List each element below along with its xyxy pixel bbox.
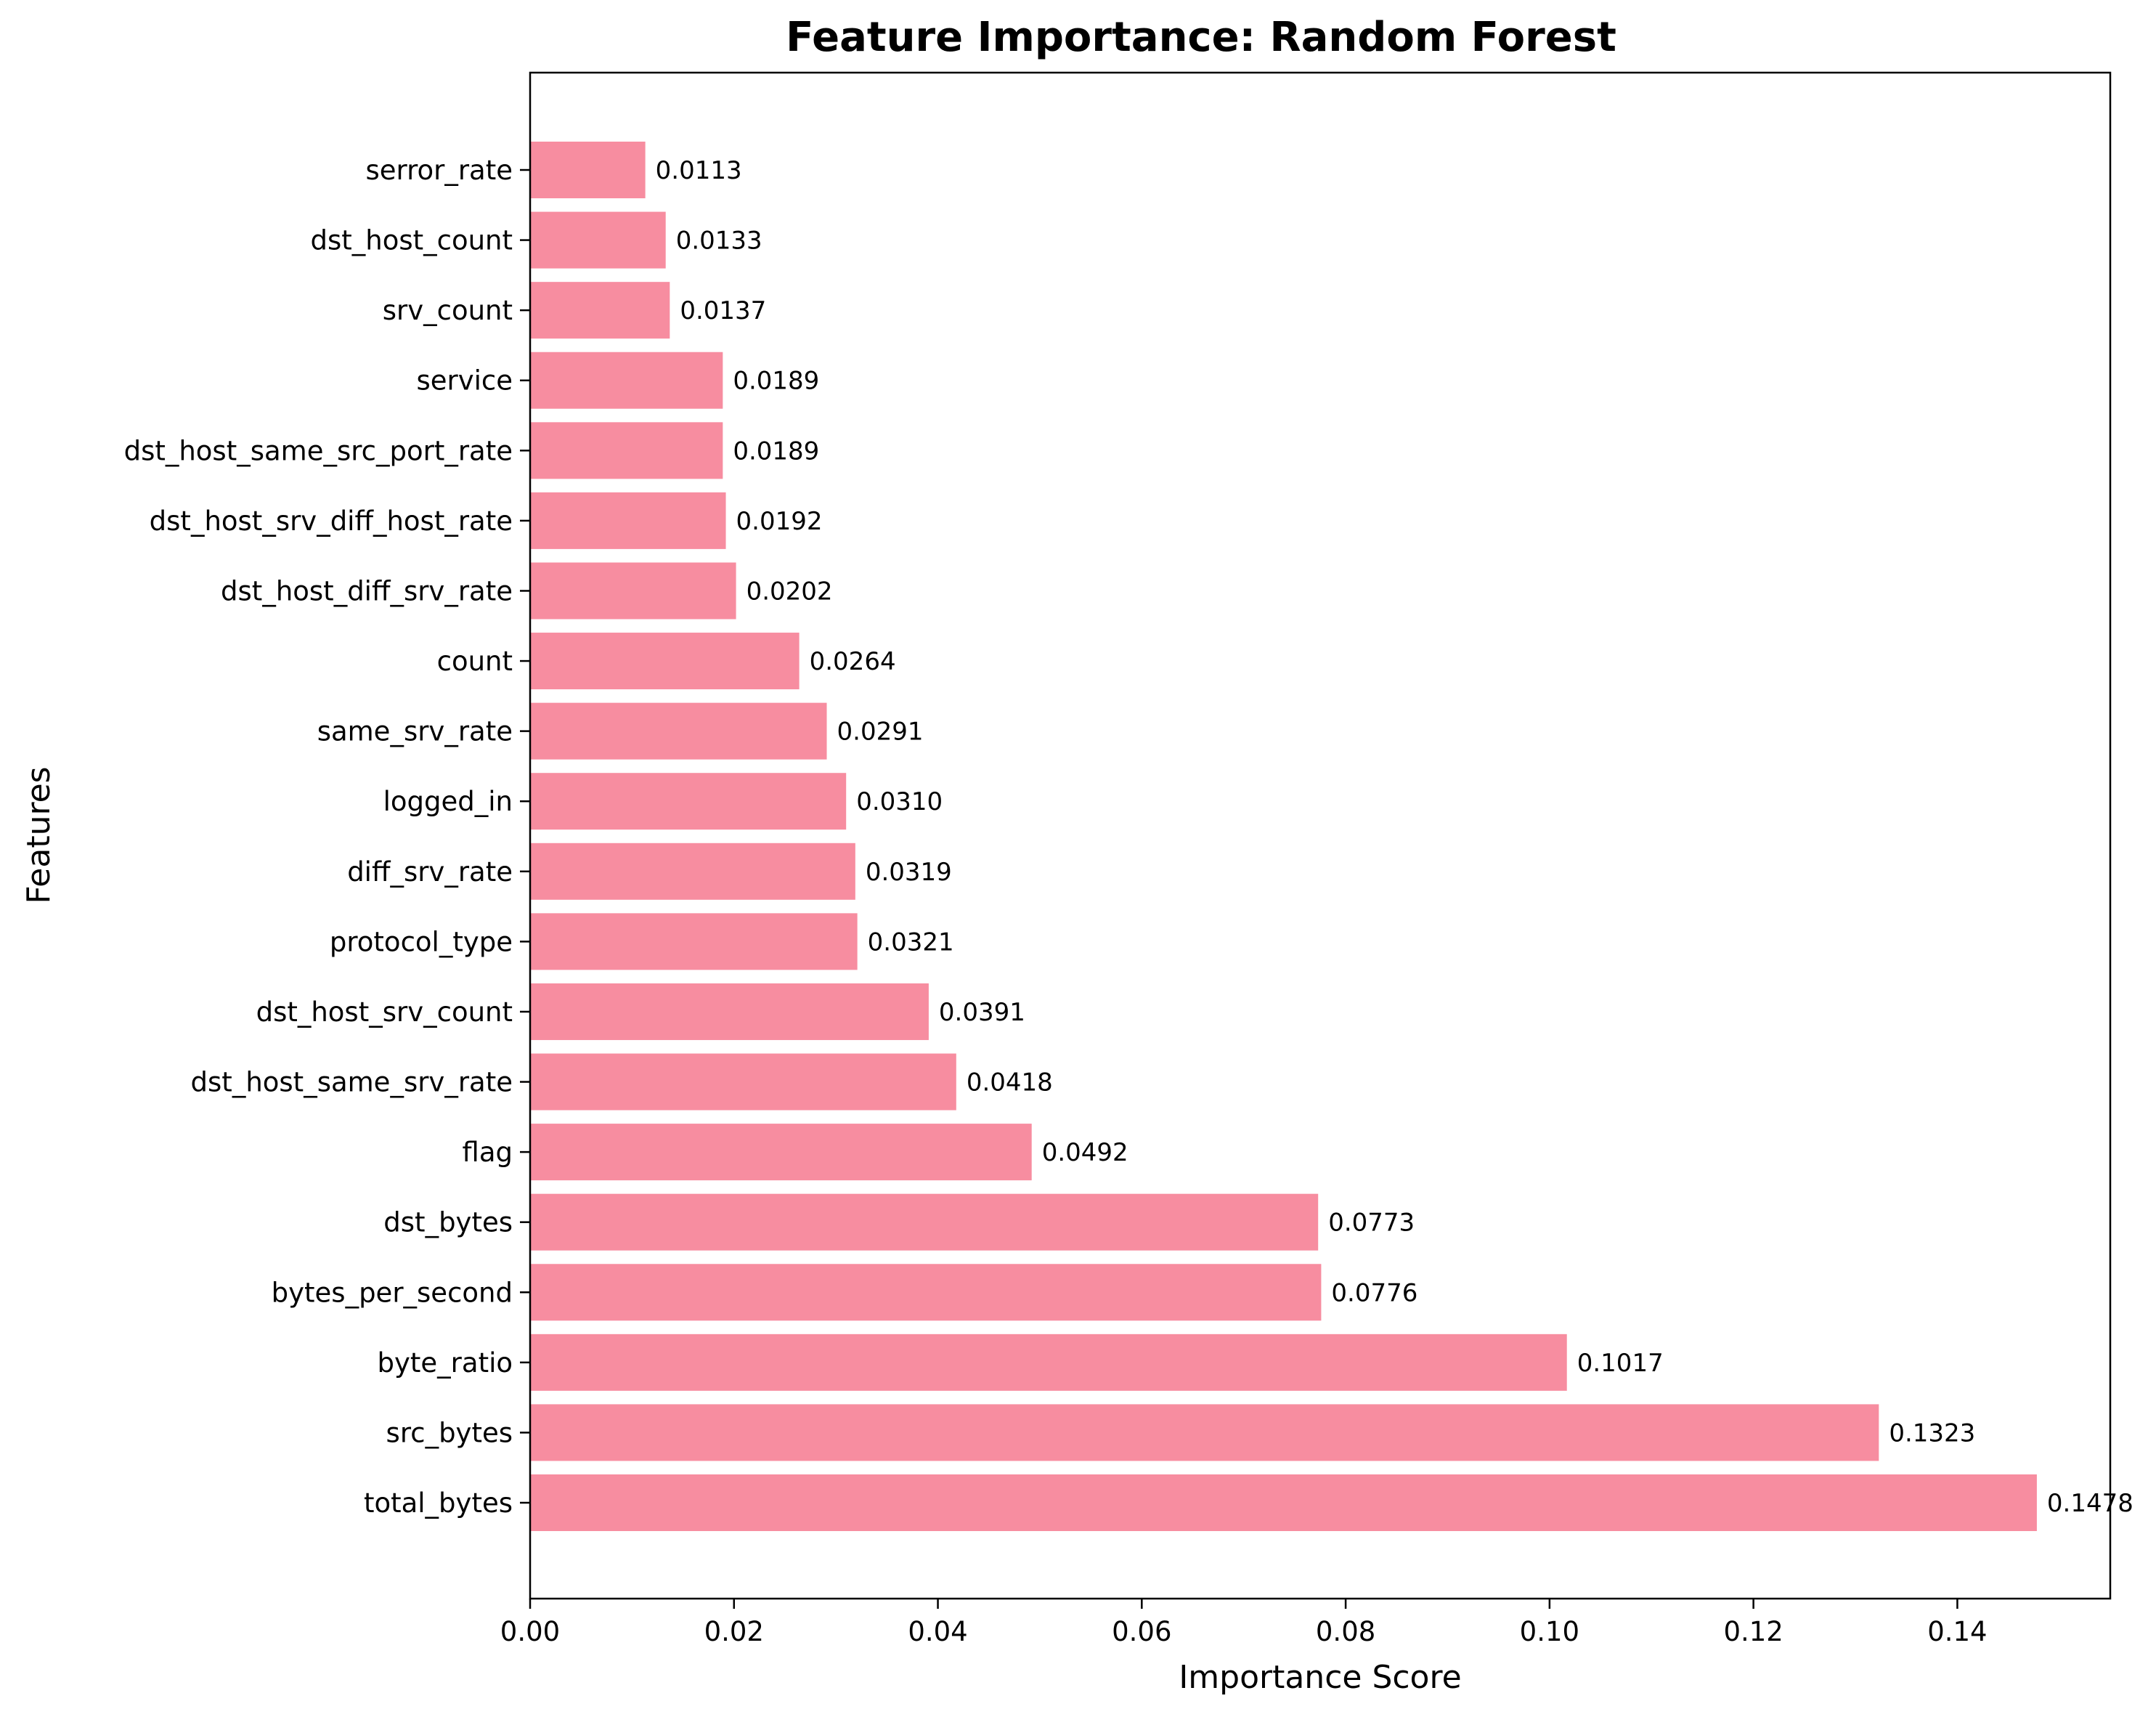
chart-title: Feature Importance: Random Forest	[786, 14, 1616, 61]
bar-bytes_per_second	[530, 1264, 1322, 1321]
bar-dst_bytes	[530, 1193, 1319, 1251]
y-tick-label-same_srv_rate: same_srv_rate	[317, 716, 513, 747]
x-tick-label-3: 0.06	[1112, 1616, 1171, 1647]
y-tick-label-dst_host_count: dst_host_count	[310, 225, 513, 256]
value-label-flag: 0.0492	[1042, 1138, 1128, 1167]
y-tick-label-protocol_type: protocol_type	[330, 926, 513, 957]
x-tick-label-6: 0.12	[1723, 1616, 1783, 1647]
y-tick-label-byte_ratio: byte_ratio	[378, 1347, 513, 1379]
bar-src_bytes	[530, 1404, 1879, 1461]
plot-frame	[529, 71, 2112, 1600]
value-label-byte_ratio: 0.1017	[1577, 1349, 1664, 1378]
x-axis-label: Importance Score	[1179, 1659, 1461, 1696]
bars-layer: 0.1478 0.1323 0.1017 0.0776 0.0773 0.0492 0.04…	[530, 142, 2133, 1531]
value-label-count: 0.0264	[810, 647, 896, 676]
bar-logged_in	[530, 773, 847, 830]
bar-service	[530, 352, 723, 409]
y-tick-label-bytes_per_second: bytes_per_second	[272, 1277, 513, 1308]
bar-flag	[530, 1124, 1032, 1181]
value-label-serror_rate: 0.0113	[656, 156, 742, 185]
value-label-src_bytes: 0.1323	[1889, 1418, 1975, 1448]
y-tick-label-dst_host_same_src_port_rate: dst_host_same_src_port_rate	[124, 435, 513, 466]
value-label-bytes_per_second: 0.0776	[1331, 1278, 1417, 1307]
value-label-dst_host_count: 0.0133	[676, 227, 762, 256]
bar-dst_host_same_src_port_rate	[530, 422, 723, 479]
y-tick-label-srv_count: srv_count	[383, 295, 513, 326]
y-tick-label-dst_host_diff_srv_rate: dst_host_diff_srv_rate	[221, 575, 513, 606]
y-tick-label-logged_in: logged_in	[383, 786, 513, 817]
bar-protocol_type	[530, 913, 858, 970]
value-label-same_srv_rate: 0.0291	[837, 718, 924, 747]
y-tick-label-count: count	[437, 646, 513, 677]
y-tick-label-dst_bytes: dst_bytes	[383, 1207, 513, 1238]
bar-dst_host_same_srv_rate	[530, 1053, 956, 1111]
y-tick-label-dst_host_srv_diff_host_rate: dst_host_srv_diff_host_rate	[150, 506, 513, 537]
value-label-service: 0.0189	[733, 367, 819, 396]
bar-total_bytes	[530, 1474, 2037, 1531]
value-label-dst_host_diff_srv_rate: 0.0202	[747, 577, 833, 606]
value-label-dst_host_same_src_port_rate: 0.0189	[733, 437, 819, 466]
y-tick-label-dst_host_same_srv_rate: dst_host_same_srv_rate	[191, 1067, 513, 1098]
value-label-dst_host_srv_count: 0.0391	[939, 998, 1025, 1027]
value-label-dst_host_srv_diff_host_rate: 0.0192	[736, 507, 823, 536]
bar-dst_host_diff_srv_rate	[530, 562, 736, 620]
value-label-total_bytes: 0.1478	[2047, 1489, 2133, 1518]
value-label-dst_host_same_srv_rate: 0.0418	[967, 1068, 1053, 1097]
y-tick-label-service: service	[416, 365, 513, 397]
y-tick-label-total_bytes: total_bytes	[364, 1487, 513, 1519]
bar-srv_count	[530, 282, 670, 339]
bar-dst_host_count	[530, 211, 666, 269]
x-tick-label-0: 0.00	[500, 1616, 560, 1647]
value-label-diff_srv_rate: 0.0319	[866, 858, 952, 887]
x-tick-label-7: 0.14	[1927, 1616, 1987, 1647]
y-axis-label: Features	[20, 766, 57, 904]
x-tick-label-2: 0.04	[908, 1616, 967, 1647]
bar-diff_srv_rate	[530, 843, 855, 900]
x-tick-label-4: 0.08	[1316, 1616, 1375, 1647]
y-tick-label-flag: flag	[463, 1137, 513, 1168]
y-tick-label-src_bytes: src_bytes	[386, 1417, 513, 1448]
value-label-protocol_type: 0.0321	[868, 927, 954, 957]
y-tick-label-serror_rate: serror_rate	[365, 155, 513, 186]
ticks-layer: total_bytes src_bytes byte_ratio bytes_per_…	[124, 155, 1988, 1647]
value-label-logged_in: 0.0310	[856, 787, 943, 816]
bar-same_srv_rate	[530, 702, 827, 760]
x-tick-label-1: 0.02	[704, 1616, 764, 1647]
bar-dst_host_srv_diff_host_rate	[530, 492, 726, 549]
bar-dst_host_srv_count	[530, 983, 929, 1040]
y-tick-label-diff_srv_rate: diff_srv_rate	[347, 856, 513, 888]
x-tick-label-5: 0.10	[1520, 1616, 1579, 1647]
bar-byte_ratio	[530, 1334, 1567, 1391]
value-label-dst_bytes: 0.0773	[1328, 1209, 1415, 1238]
y-tick-label-dst_host_srv_count: dst_host_srv_count	[256, 996, 513, 1028]
bar-serror_rate	[530, 142, 646, 198]
bar-count	[530, 633, 800, 690]
value-label-srv_count: 0.0137	[680, 296, 766, 325]
